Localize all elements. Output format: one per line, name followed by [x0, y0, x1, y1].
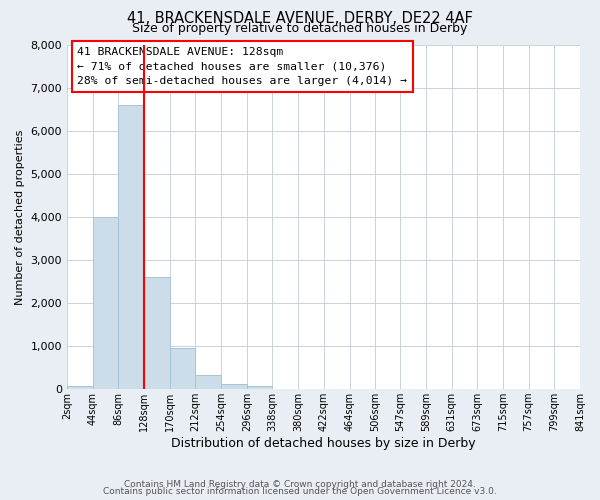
Bar	[118, 105, 144, 389]
Text: Contains HM Land Registry data © Crown copyright and database right 2024.: Contains HM Land Registry data © Crown c…	[124, 480, 476, 489]
Text: 41, BRACKENSDALE AVENUE, DERBY, DE22 4AF: 41, BRACKENSDALE AVENUE, DERBY, DE22 4AF	[127, 11, 473, 26]
Bar	[170, 348, 196, 389]
Bar	[221, 384, 247, 389]
Y-axis label: Number of detached properties: Number of detached properties	[15, 130, 25, 305]
Bar	[93, 217, 118, 389]
Bar	[67, 386, 93, 389]
X-axis label: Distribution of detached houses by size in Derby: Distribution of detached houses by size …	[171, 437, 476, 450]
Text: Contains public sector information licensed under the Open Government Licence v3: Contains public sector information licen…	[103, 487, 497, 496]
Bar	[196, 375, 221, 389]
Bar	[247, 386, 272, 389]
Text: 41 BRACKENSDALE AVENUE: 128sqm
← 71% of detached houses are smaller (10,376)
28%: 41 BRACKENSDALE AVENUE: 128sqm ← 71% of …	[77, 46, 407, 86]
Text: Size of property relative to detached houses in Derby: Size of property relative to detached ho…	[133, 22, 467, 35]
Bar	[144, 278, 170, 389]
